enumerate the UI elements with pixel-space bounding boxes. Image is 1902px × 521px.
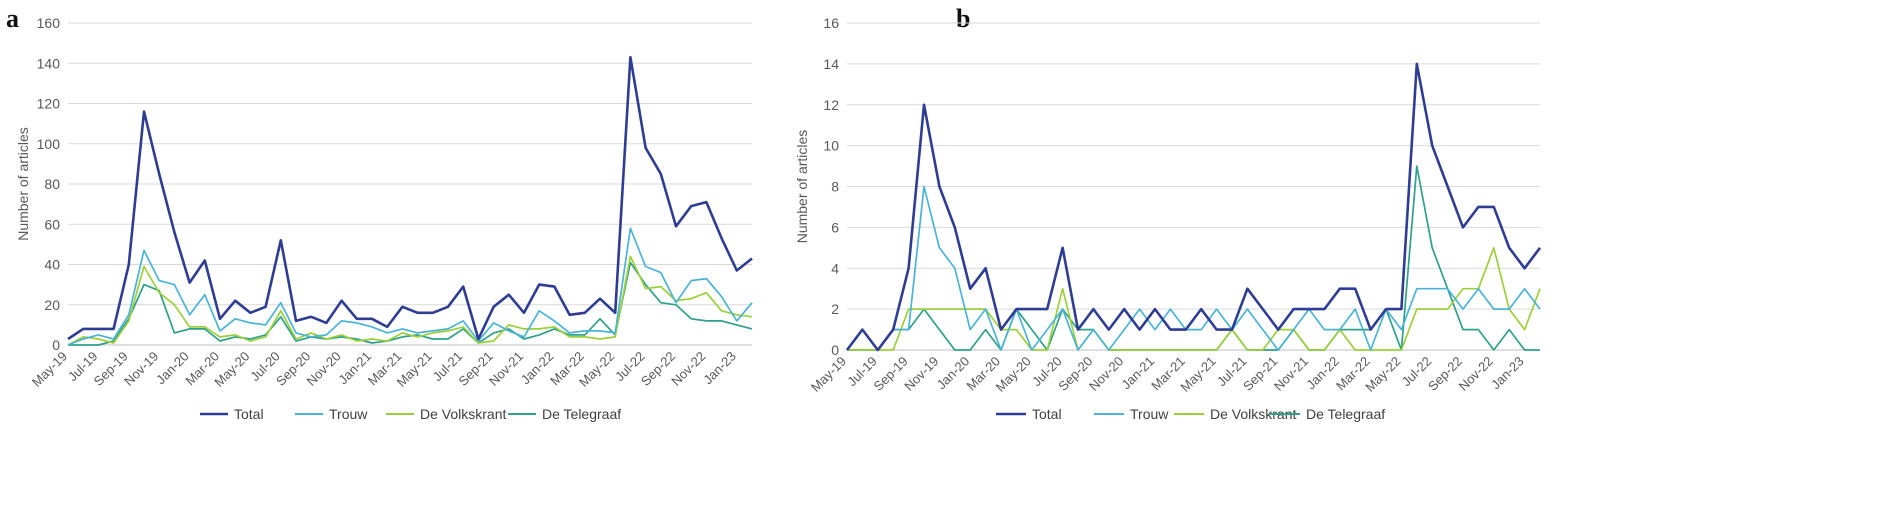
- y-tick-label: 120: [37, 96, 61, 112]
- x-tick-label: May-21: [1177, 354, 1218, 395]
- legend-label: Total: [1032, 406, 1062, 422]
- y-tick-label: 100: [37, 136, 61, 152]
- legend-label: Total: [234, 406, 264, 422]
- series-line-de-telegraaf: [847, 165, 1540, 351]
- panel-label-a: a: [6, 4, 19, 33]
- y-tick-label: 2: [831, 301, 839, 317]
- chart-panel-a: 0 20 40 60 80 100 120 140 160 Number of articles M…: [15, 15, 753, 422]
- series-line-total: [67, 55, 753, 341]
- x-tick-label: Nov-19: [121, 349, 161, 389]
- y-axis-label: Number of articles: [794, 130, 810, 244]
- y-axis-label: Number of articles: [15, 127, 31, 241]
- x-tick-label: Jan-23: [700, 349, 739, 388]
- legend-label: De Volkskrant: [420, 406, 506, 422]
- legend-label: De Telegraaf: [1306, 406, 1385, 422]
- x-tick-label: Nov-22: [1456, 354, 1496, 394]
- series-line-de-telegraaf: [68, 261, 753, 346]
- x-tick-label: May-19: [29, 349, 70, 390]
- x-tick-label: Nov-22: [668, 349, 708, 389]
- series-line-total: [845, 62, 1542, 352]
- x-tick-label: Nov-20: [303, 349, 343, 389]
- y-tick-label: 14: [823, 56, 839, 72]
- x-tick-label: Jan-23: [1488, 354, 1527, 393]
- y-tick-label: 40: [44, 257, 60, 273]
- legend-label: Trouw: [1130, 406, 1169, 422]
- y-tick-label: 80: [44, 176, 60, 192]
- series-line-de-volkskrant: [67, 255, 753, 346]
- legend-label: De Telegraaf: [542, 406, 621, 422]
- series-line-trouw: [67, 227, 753, 346]
- series-line-de-volkskrant: [847, 246, 1541, 351]
- series-line-trouw: [846, 185, 1541, 351]
- y-tick-label: 8: [831, 179, 839, 195]
- x-tick-label: Nov-19: [901, 354, 941, 394]
- legend-label: De Volkskrant: [1210, 406, 1296, 422]
- y-tick-label: 20: [44, 297, 60, 313]
- x-tick-label: May-19: [808, 354, 849, 395]
- y-tick-label: 10: [823, 138, 839, 154]
- y-tick-label: 0: [52, 337, 60, 353]
- y-tick-label: 0: [831, 342, 839, 358]
- y-tick-label: 6: [831, 219, 839, 235]
- y-tick-label: 12: [823, 97, 839, 113]
- x-tick-label: May-22: [1362, 354, 1403, 395]
- x-tick-label: Nov-21: [1271, 354, 1311, 394]
- y-tick-label: 140: [37, 55, 61, 71]
- y-tick-label: 160: [37, 15, 61, 31]
- x-tick-label: May-20: [993, 354, 1034, 395]
- legend-label: Trouw: [329, 406, 368, 422]
- y-tick-label: 16: [823, 15, 839, 31]
- y-tick-label: 60: [44, 216, 60, 232]
- panel-label-b: b: [956, 4, 971, 33]
- x-tick-label: Nov-20: [1086, 354, 1126, 394]
- y-tick-label: 4: [831, 260, 839, 276]
- x-tick-label: Nov-21: [486, 349, 526, 389]
